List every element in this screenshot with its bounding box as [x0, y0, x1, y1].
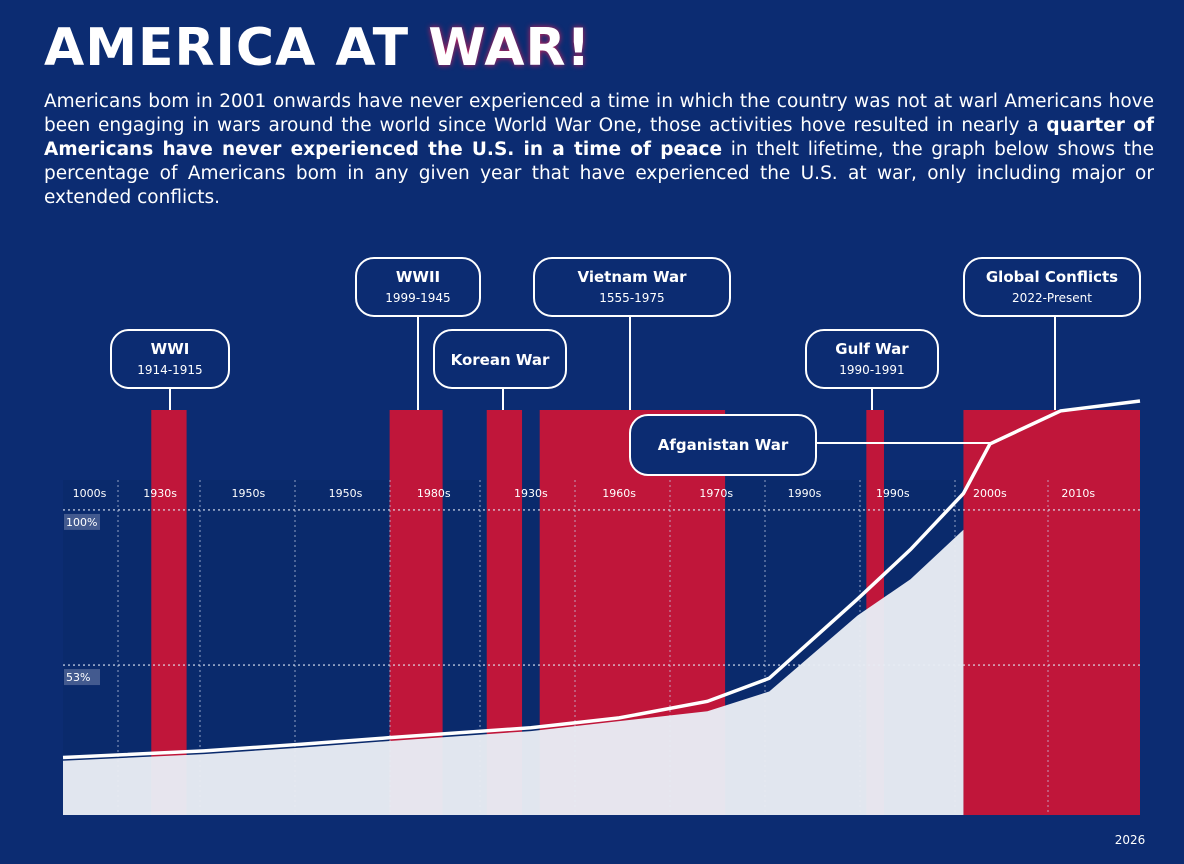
label-box — [433, 329, 567, 389]
war-bar — [963, 410, 1140, 815]
label-box — [110, 329, 230, 389]
label-box — [629, 414, 817, 476]
war-dates: 1999-1945 — [385, 291, 450, 305]
label-box — [533, 257, 731, 317]
war-name: Gulf War — [835, 340, 909, 358]
line — [62, 399, 1141, 760]
x-tick-label: 2000s — [973, 487, 1007, 500]
x-tick-label: 1930s — [514, 487, 548, 500]
x-tick-label: 1950s — [232, 487, 266, 500]
description-text: in thelt lifetime, the graph below shows… — [44, 139, 1155, 208]
x-tick-label: 1970s — [699, 487, 733, 500]
label-box — [355, 257, 481, 317]
war-dates: 1914-1915 — [137, 363, 202, 377]
area — [63, 529, 964, 815]
x-tick-label: 1000s — [73, 487, 107, 500]
title-accent: WAR! — [428, 18, 592, 78]
war-dates: 1990-1991 — [839, 363, 904, 377]
label-box — [805, 329, 939, 389]
war-name: WWII — [396, 268, 440, 286]
x-tick-label: 1930s — [143, 487, 177, 500]
y-tick-label: 53% — [66, 671, 90, 684]
label-box — [963, 257, 1141, 317]
war-dates: 1555-1975 — [599, 291, 664, 305]
war-name: Afganistan War — [658, 436, 789, 454]
description-text: Americans bom in 2001 onwards have never… — [44, 91, 1154, 136]
description: Americans bom in 2001 onwards have never… — [44, 90, 1154, 210]
y-tick-bg — [64, 669, 100, 686]
war-name: WWI — [151, 340, 190, 358]
war-name: Korean War — [451, 351, 550, 369]
war-name: Global Conflicts — [986, 268, 1118, 286]
x-end-label: 2026 — [1115, 833, 1146, 847]
x-tick-label: 1990s — [876, 487, 910, 500]
y-tick-bg — [64, 513, 100, 530]
x-tick-label: 1950s — [329, 487, 363, 500]
title-main: AMERICA AT — [44, 18, 429, 78]
title: AMERICA AT WAR! — [44, 18, 591, 78]
description-bold: quarter of Americans have never experien… — [44, 115, 1154, 160]
war-bar — [151, 410, 187, 815]
war-dates: 2022-Present — [1012, 291, 1092, 305]
x-tick-label: 1980s — [417, 487, 451, 500]
x-tick-label: 1960s — [602, 487, 636, 500]
war-name: Vietnam War — [577, 268, 687, 286]
x-tick-label: 2010s — [1061, 487, 1095, 500]
y-tick-label: 100% — [66, 516, 97, 529]
x-tick-label: 1990s — [788, 487, 822, 500]
